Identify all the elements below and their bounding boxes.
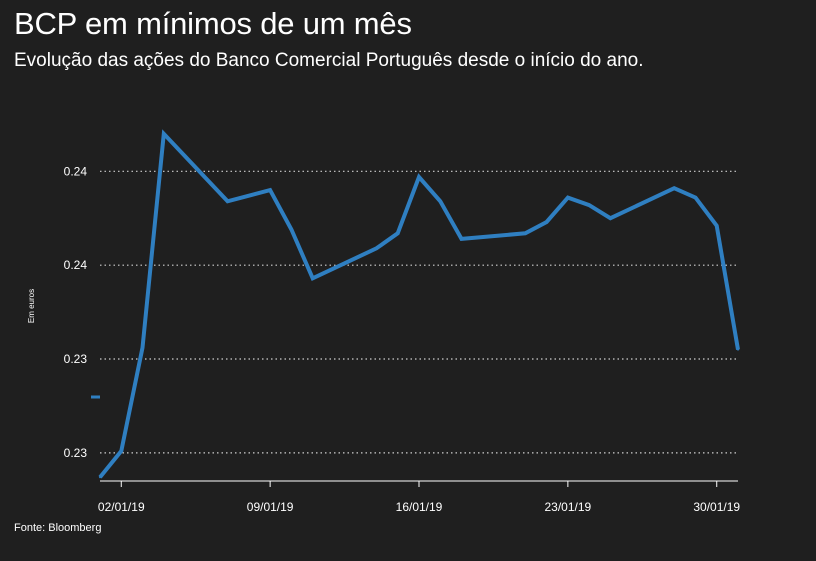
chart-title: BCP em mínimos de um mês <box>14 6 412 41</box>
data-point <box>460 237 463 240</box>
source-note: Fonte: Bloomberg <box>14 522 102 534</box>
data-point <box>120 450 123 452</box>
x-axis-ticks: 02/01/19 09/01/19 16/01/19 23/01/19 30/01/19 <box>98 481 740 514</box>
y-tick-label: 0.23 <box>64 446 88 460</box>
y-axis-ticks: 0.24 0.24 0.23 0.23 <box>64 164 88 460</box>
data-point <box>609 217 612 220</box>
data-point <box>247 194 250 197</box>
data-point <box>545 221 548 223</box>
y-tick-label: 0.24 <box>64 164 88 178</box>
data-point <box>694 196 697 199</box>
data-point <box>269 189 272 192</box>
data-point <box>290 228 293 231</box>
y-tick-label: 0.23 <box>64 352 88 366</box>
x-tick-label: 23/01/19 <box>545 500 592 514</box>
data-point <box>311 277 314 280</box>
data-point <box>226 200 229 203</box>
data-point <box>141 346 144 349</box>
data-point <box>673 187 676 190</box>
x-tick-label: 02/01/19 <box>98 500 145 514</box>
data-point <box>588 204 591 207</box>
data-point <box>418 176 420 178</box>
data-point <box>396 232 399 235</box>
data-point <box>715 224 718 227</box>
x-tick-label: 16/01/19 <box>396 500 443 514</box>
data-point <box>99 476 101 479</box>
data-point <box>566 196 569 199</box>
chart-subtitle: Evolução das ações do Banco Comercial Po… <box>14 50 644 71</box>
x-tick-label: 09/01/19 <box>247 500 294 514</box>
data-point <box>737 348 739 351</box>
series-layer <box>98 129 740 479</box>
data-point <box>162 132 165 135</box>
data-point <box>524 232 527 235</box>
series-line <box>98 129 740 479</box>
grid-lines <box>100 170 738 454</box>
data-point <box>375 247 378 250</box>
y-axis-label: Em euros <box>27 289 36 323</box>
x-tick-label: 30/01/19 <box>693 500 740 514</box>
data-point <box>439 200 442 203</box>
y-tick-label: 0.24 <box>64 258 88 272</box>
